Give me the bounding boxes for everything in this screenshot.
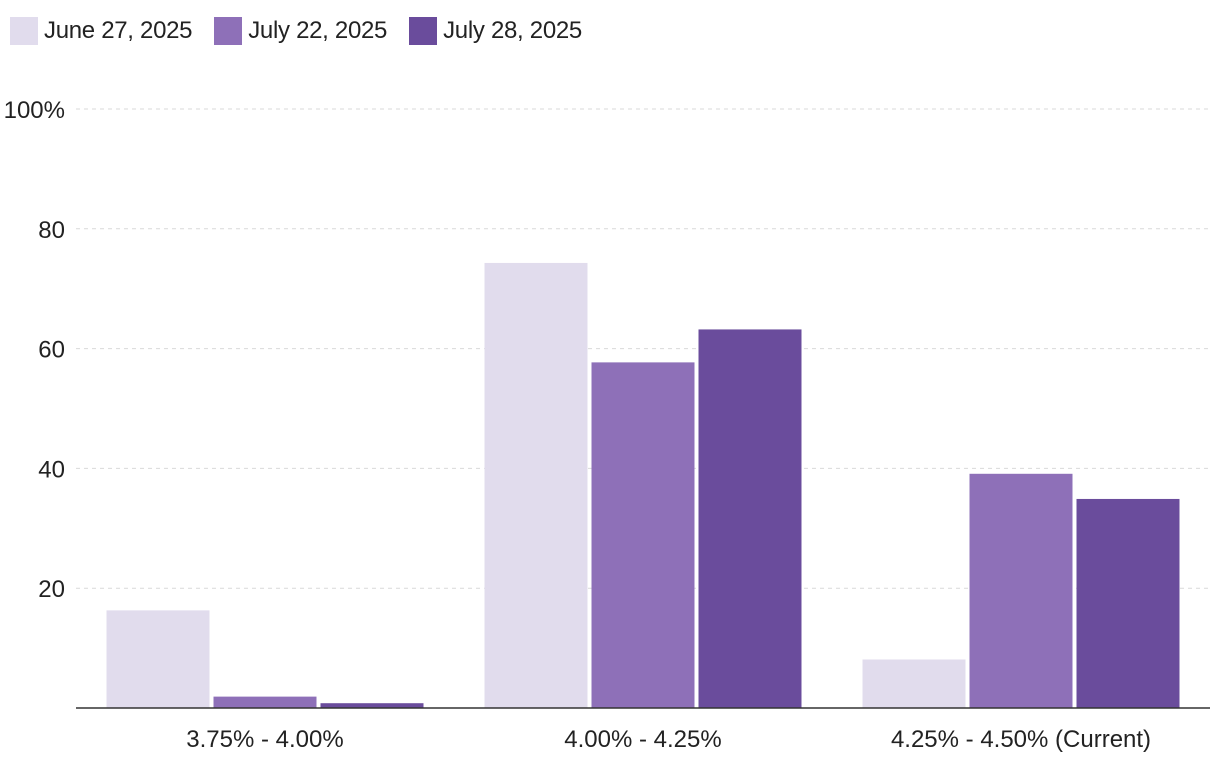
bar — [969, 473, 1073, 708]
legend-label-july-28: July 28, 2025 — [443, 17, 582, 44]
legend-label-july-22: July 22, 2025 — [248, 17, 388, 44]
bar — [106, 610, 210, 708]
legend: June 27, 2025 July 22, 2025 July 28, 202… — [10, 14, 604, 48]
bar — [591, 362, 695, 708]
legend-swatch-july-22 — [214, 17, 243, 45]
legend-label-june-27: June 27, 2025 — [44, 17, 193, 44]
bar — [862, 659, 966, 708]
y-tick-label: 40 — [38, 456, 65, 483]
x-tick-label: 4.25% - 4.50% (Current) — [891, 726, 1151, 753]
x-tick-label: 3.75% - 4.00% — [186, 726, 343, 753]
bar — [1076, 498, 1180, 708]
x-tick-label: 4.00% - 4.25% — [564, 726, 721, 753]
bar — [320, 703, 424, 708]
legend-swatch-june-27 — [10, 17, 38, 45]
bars — [106, 262, 1180, 708]
bar — [698, 329, 802, 708]
y-tick-label: 80 — [38, 217, 65, 244]
legend-swatch-july-28 — [409, 17, 438, 45]
y-tick-label: 20 — [38, 576, 65, 603]
y-axis-tick-labels: 100% 80 60 40 20 — [4, 97, 65, 603]
legend-item-june-27: June 27, 2025 — [10, 17, 193, 45]
y-tick-label: 60 — [38, 337, 65, 364]
legend-item-july-28: July 28, 2025 — [409, 17, 582, 45]
legend-item-july-22: July 22, 2025 — [214, 17, 387, 45]
y-tick-label: 100% — [4, 97, 65, 124]
x-axis-tick-labels: 3.75% - 4.00% 4.00% - 4.25% 4.25% - 4.50% … — [186, 726, 1151, 753]
bar — [484, 262, 588, 708]
bar — [213, 696, 317, 708]
